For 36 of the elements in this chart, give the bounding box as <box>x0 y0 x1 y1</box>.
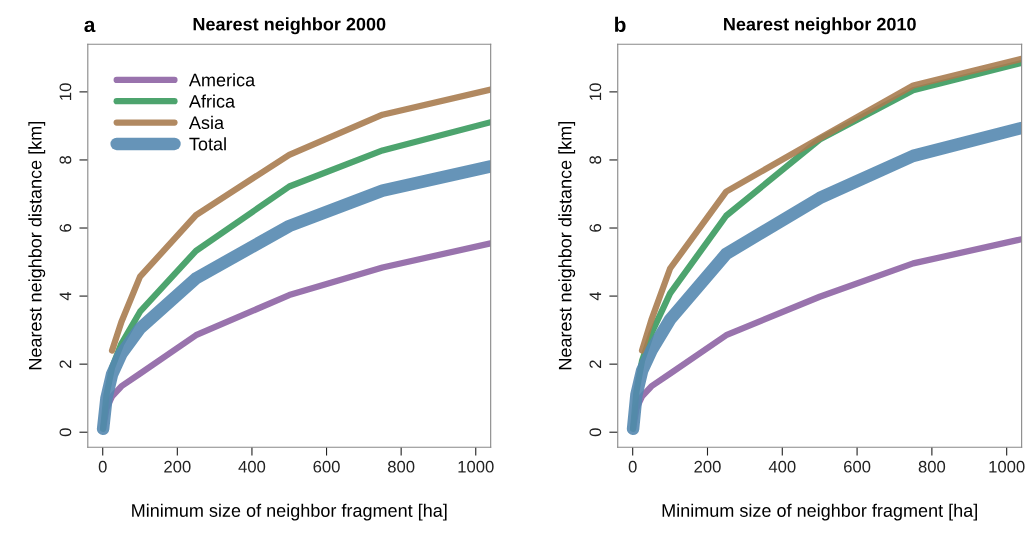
x-tick-label: 400 <box>238 460 266 473</box>
x-tick-label: 400 <box>768 460 796 473</box>
y-tick-label: 0 <box>589 428 602 437</box>
x-tick-label: 0 <box>98 460 107 473</box>
chart-title: Nearest neighbor 2000 <box>193 17 386 35</box>
x-tick-label: 200 <box>694 460 721 473</box>
y-axis-title: Nearest neighbor distance [km] <box>28 122 46 370</box>
text: a <box>84 20 96 33</box>
y-tick-label: 2 <box>589 360 602 368</box>
y-axis-title: Nearest neighbor distance [km] <box>558 122 576 370</box>
x-tick-label: 200 <box>164 460 191 473</box>
y-tick-label: 8 <box>589 156 602 164</box>
legend-label: Africa <box>188 94 236 108</box>
x-axis-title: Minimum size of neighbor fragment [ha] <box>662 503 977 521</box>
x-tick-label: 800 <box>918 460 946 473</box>
y-tick-label: 0 <box>59 428 72 437</box>
y-tick-label: 10 <box>59 83 72 100</box>
x-tick-label: 1000 <box>989 460 1025 473</box>
x-tick-label: 600 <box>844 460 871 473</box>
x-tick-label: 600 <box>313 460 340 473</box>
x-tick-label: 1000 <box>458 460 494 473</box>
legend-label: Total <box>189 137 226 151</box>
y-tick-label: 6 <box>59 224 72 232</box>
y-tick-label: 8 <box>59 156 72 164</box>
y-tick-label: 2 <box>59 360 72 368</box>
chart-title: Nearest neighbor 2010 <box>724 17 916 35</box>
text: b <box>615 16 626 33</box>
x-tick-label: 800 <box>387 460 415 473</box>
x-axis-title: Minimum size of neighbor fragment [ha] <box>132 503 447 521</box>
y-tick-label: 10 <box>589 83 602 100</box>
y-tick-label: 4 <box>59 291 72 301</box>
x-tick-label: 0 <box>628 460 637 473</box>
legend-label: America <box>188 73 256 87</box>
legend-label: Asia <box>188 115 225 130</box>
y-tick-label: 6 <box>589 224 602 232</box>
y-tick-label: 4 <box>589 291 602 301</box>
